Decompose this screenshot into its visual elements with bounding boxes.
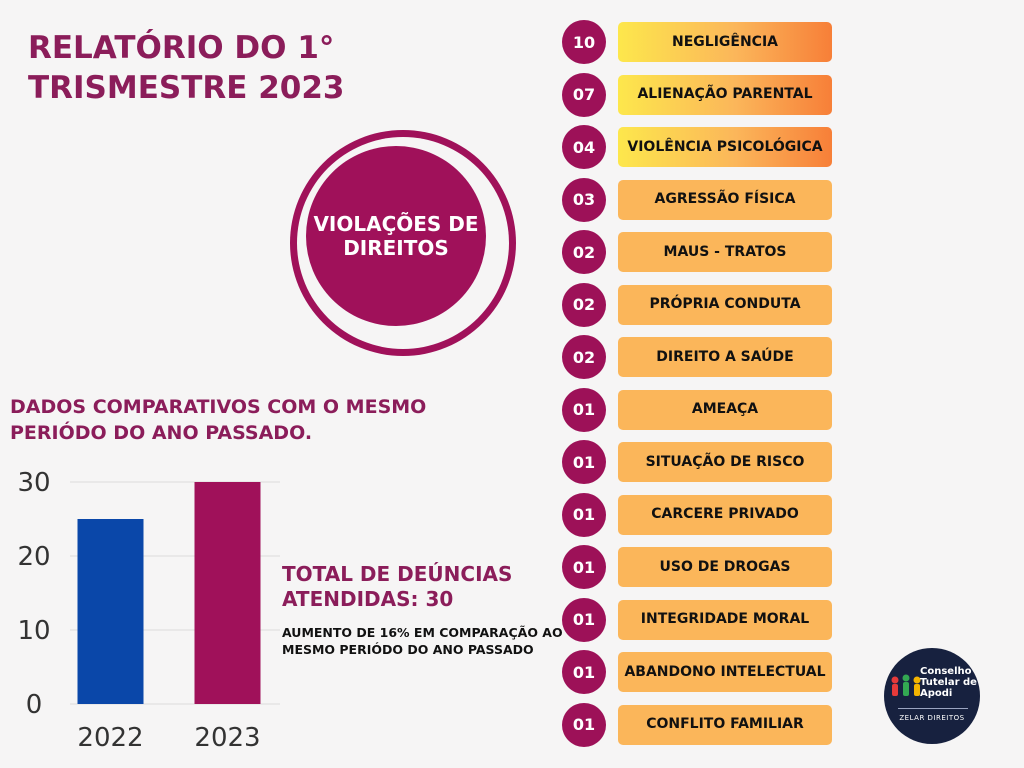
violation-label: AGRESSÃO FÍSICA xyxy=(618,179,832,220)
violation-count: 02 xyxy=(562,335,606,379)
y-tick-label: 10 xyxy=(17,616,50,646)
violation-count: 03 xyxy=(562,177,606,222)
violation-row: 01 AMEAÇA xyxy=(0,387,1024,432)
violation-row: 01 ABANDONO INTELECTUAL xyxy=(0,650,1024,694)
violation-label: NEGLIGÊNCIA xyxy=(618,22,832,62)
violation-count: 01 xyxy=(562,492,606,537)
violation-row: 01 CONFLITO FAMILIAR xyxy=(0,702,1024,747)
violation-label: VIOLÊNCIA PSICOLÓGICA xyxy=(618,127,832,167)
comparison-bar-chart: 0 10 20 30 2022 2023 xyxy=(17,468,280,753)
violation-row: 07 ALIENAÇÃO PARENTAL xyxy=(0,72,1024,117)
comparison-title: DADOS COMPARATIVOS COM O MESMO PERIÓDO D… xyxy=(10,396,427,444)
violation-label: SITUAÇÃO DE RISCO xyxy=(618,442,832,482)
violation-label: DIREITO A SAÚDE xyxy=(618,337,832,377)
violation-count: 02 xyxy=(562,282,606,327)
violation-row: 10 NEGLIGÊNCIA xyxy=(0,20,1024,64)
bar-2022 xyxy=(77,519,144,704)
y-tick-label: 0 xyxy=(26,690,43,720)
violation-row: 01 SITUAÇÃO DE RISCO xyxy=(0,440,1024,484)
violation-count: 04 xyxy=(562,125,606,169)
violation-row: 02 MAUS - TRATOS xyxy=(0,230,1024,274)
bar-2023 xyxy=(194,482,261,704)
violations-circle-label: VIOLAÇÕES DE DIREITOS xyxy=(306,146,486,326)
logo-tagline: ZELAR DIREITOS xyxy=(899,714,965,722)
total-complaints: TOTAL DE DEÚNCIAS ATENDIDAS: 30 xyxy=(282,562,513,611)
violation-count: 10 xyxy=(562,20,606,64)
violation-label: USO DE DROGAS xyxy=(618,547,832,587)
violation-count: 01 xyxy=(562,702,606,747)
violation-count: 02 xyxy=(562,230,606,274)
x-tick-label: 2023 xyxy=(194,723,260,753)
y-tick-label: 30 xyxy=(17,468,50,498)
violation-label: AMEAÇA xyxy=(618,389,832,430)
violation-count: 01 xyxy=(562,440,606,484)
violation-row: 02 DIREITO A SAÚDE xyxy=(0,335,1024,379)
violation-count: 01 xyxy=(562,650,606,694)
violation-row: 01 USO DE DROGAS xyxy=(0,545,1024,589)
violation-label: CONFLITO FAMILIAR xyxy=(618,704,832,745)
x-tick-label: 2022 xyxy=(77,723,143,753)
violation-row: 02 PRÓPRIA CONDUTA xyxy=(0,282,1024,327)
violation-row: 03 AGRESSÃO FÍSICA xyxy=(0,177,1024,222)
increase-note: AUMENTO DE 16% EM COMPARAÇÃO AO MESMO PE… xyxy=(282,625,563,657)
violation-row: 04 VIOLÊNCIA PSICOLÓGICA xyxy=(0,125,1024,169)
violation-count: 01 xyxy=(562,387,606,432)
violation-count: 07 xyxy=(562,72,606,117)
violation-row: 01 CARCERE PRIVADO xyxy=(0,492,1024,537)
violation-label: ALIENAÇÃO PARENTAL xyxy=(618,74,832,115)
logo-name: Conselho Tutelar de Apodi xyxy=(920,666,977,699)
report-title: RELATÓRIO DO 1° TRISMESTRE 2023 xyxy=(28,30,345,106)
violation-label: PRÓPRIA CONDUTA xyxy=(618,284,832,325)
violation-label: INTEGRIDADE MORAL xyxy=(618,599,832,640)
violation-label: MAUS - TRATOS xyxy=(618,232,832,272)
council-logo: Conselho Tutelar de Apodi ZELAR DIREITOS xyxy=(884,648,980,744)
violation-label: ABANDONO INTELECTUAL xyxy=(618,652,832,692)
children-icon xyxy=(891,674,921,696)
violation-label: CARCERE PRIVADO xyxy=(618,494,832,535)
violation-count: 01 xyxy=(562,545,606,589)
violation-count: 01 xyxy=(562,597,606,642)
y-tick-label: 20 xyxy=(17,542,50,572)
violations-circle: VIOLAÇÕES DE DIREITOS xyxy=(290,130,516,356)
violation-row: 01 INTEGRIDADE MORAL xyxy=(0,597,1024,642)
